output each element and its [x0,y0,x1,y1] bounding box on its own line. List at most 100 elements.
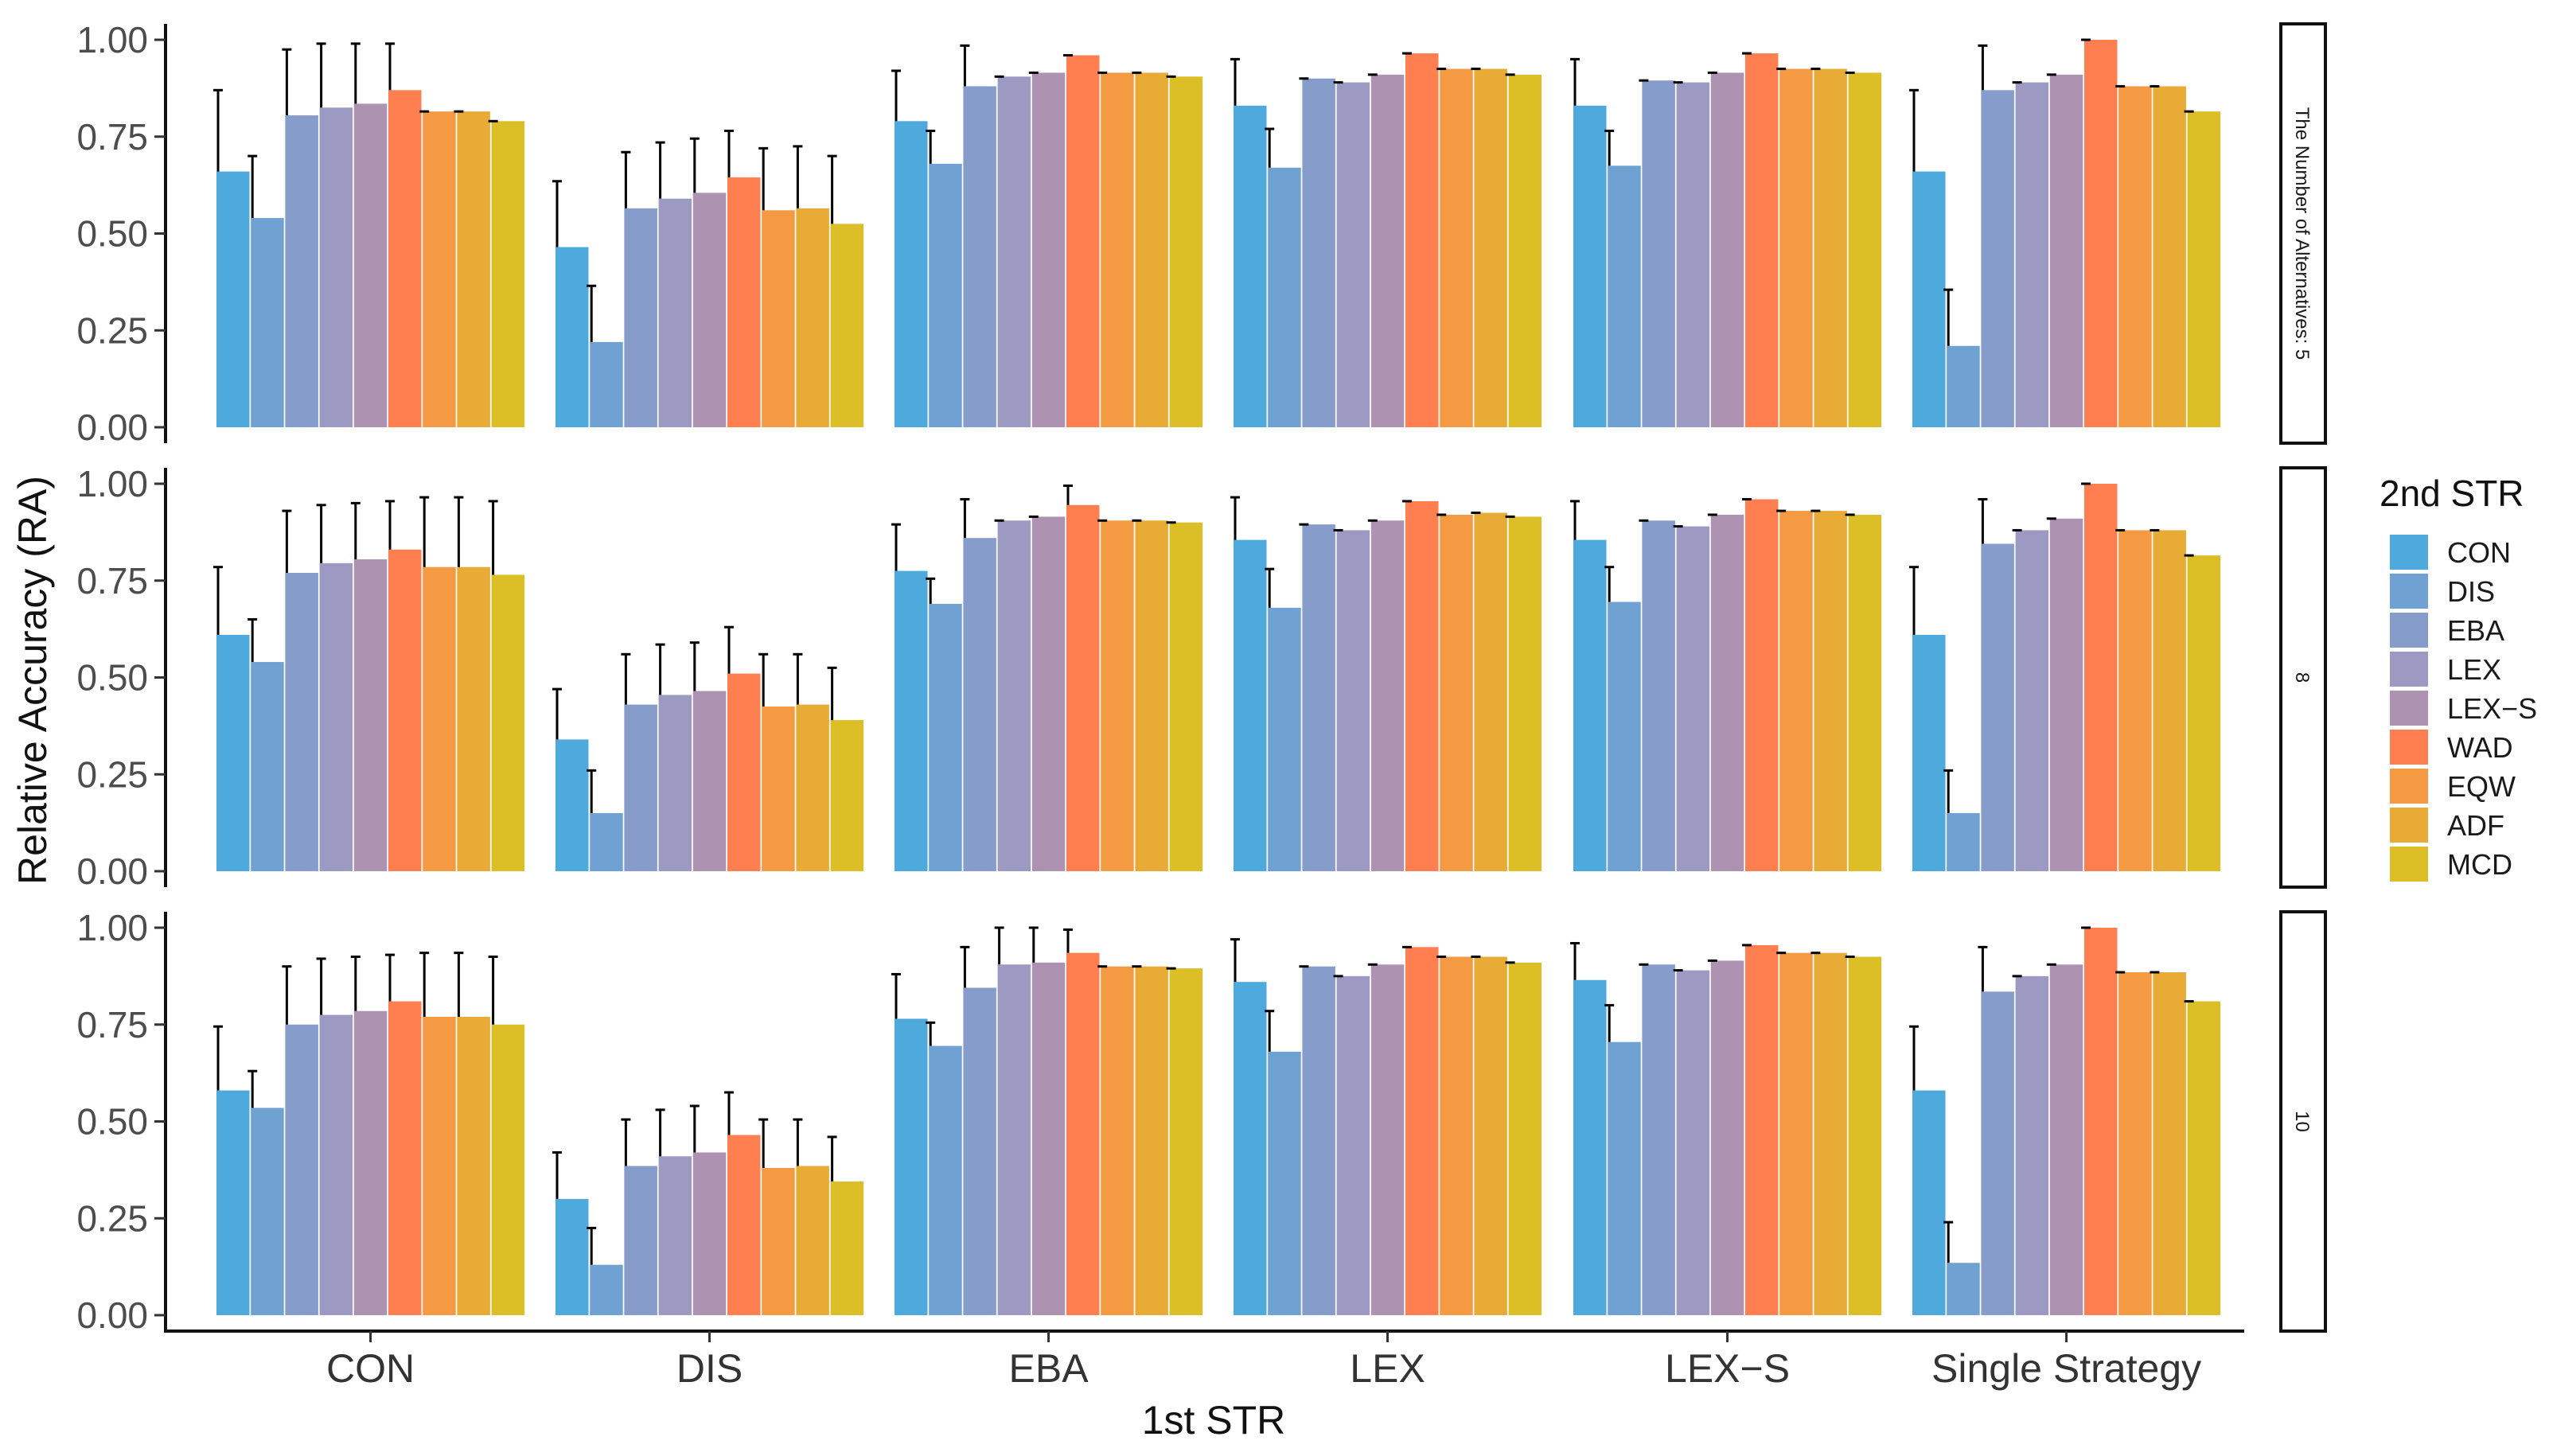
bar-group-LEX [1230,52,1542,428]
legend-label-CON: CON [2447,536,2511,569]
bar-DIS-EQW [762,1167,795,1315]
bar-CON-LEX [319,107,353,427]
bar-Single Strategy-DIS [1947,1263,1980,1315]
legend-swatch-LEX [2390,652,2428,687]
bar-DIS-LEX−S [692,1152,727,1315]
bar-LEX−S-CON [1573,979,1607,1315]
bar-LEX-DIS [1268,167,1301,427]
bar-CON-CON [216,634,250,871]
bar-LEX−S-DIS [1608,1041,1641,1315]
bar-group-CON [213,496,525,871]
bar-EBA-MCD [1169,522,1203,871]
bar-group-Single Strategy [1909,926,2221,1315]
facet-strips: The Number of Alternatives: 5 8 10 [2279,22,2327,1333]
bar-Single Strategy-WAD [2084,484,2118,871]
bar-CON-LEX−S [353,1010,388,1315]
bar-DIS-EQW [762,707,795,871]
bar-LEX−S-LEX−S [1710,72,1744,428]
y-tick-label: 0.75 [76,1004,148,1045]
chart-legend: 2nd STR CON DIS EBA LEX LEX−S WAD EQW ADF MCD [2380,473,2537,882]
bar-CON-WAD [388,1001,422,1315]
bar-CON-EQW [423,111,456,427]
y-tick-label: 1.00 [76,463,148,504]
bar-group-LEX [1230,938,1542,1315]
legend-swatch-EBA [2390,613,2428,648]
y-tick-label: 1.00 [76,19,148,60]
bar-DIS-LEX [658,1156,692,1315]
bar-EBA-LEX [997,76,1031,427]
bar-Single Strategy-MCD [2187,1001,2221,1315]
bar-CON-CON [216,1090,250,1315]
y-axis-title: Relative Accuracy (RA) [10,476,55,885]
bar-DIS-LEX−S [692,193,727,428]
bar-LEX−S-ADF [1814,952,1847,1315]
x-axis-title: 1st STR [1142,1398,1286,1442]
legend-swatch-EQW [2390,769,2428,804]
bar-LEX−S-MCD [1848,514,1882,871]
bar-EBA-EQW [1101,520,1134,871]
chart-panels [213,38,2221,1315]
y-tick-label: 0.25 [76,1197,148,1239]
bar-group-DIS [552,129,864,428]
bar-Single Strategy-ADF [2153,972,2186,1315]
bar-CON-ADF [457,111,490,427]
bar-DIS-WAD [727,673,761,871]
bar-CON-EBA [285,115,318,427]
bar-CON-LEX [319,563,353,871]
legend-swatch-MCD [2390,847,2428,882]
bar-CON-EQW [423,566,456,871]
bar-LEX−S-LEX [1676,970,1710,1315]
bar-Single Strategy-LEX [2015,975,2049,1315]
bar-EBA-DIS [929,603,962,871]
bar-LEX−S-LEX−S [1710,960,1744,1315]
bar-LEX-EBA [1302,966,1335,1315]
bar-EBA-WAD [1066,952,1100,1315]
bar-LEX−S-ADF [1814,511,1847,871]
bar-EBA-EBA [963,86,996,427]
bar-Single Strategy-MCD [2187,111,2221,427]
bar-LEX-CON [1234,539,1267,871]
legend-label-LEX−S: LEX−S [2447,692,2537,725]
bar-LEX−S-LEX [1676,82,1710,427]
bar-DIS-CON [555,247,589,427]
bar-EBA-DIS [929,163,962,427]
facet-strip-box [2279,910,2327,1333]
bar-DIS-EQW [762,210,795,427]
bar-Single Strategy-CON [1912,634,1946,871]
bar-DIS-ADF [796,1166,829,1315]
bar-EBA-ADF [1135,966,1168,1315]
legend-label-EBA: EBA [2447,614,2504,647]
bar-DIS-CON [555,1198,589,1315]
bar-EBA-WAD [1066,504,1100,871]
bar-EBA-EBA [963,987,996,1315]
panel-2 [213,482,2221,871]
bar-group-LEX−S [1570,941,1882,1315]
bar-LEX−S-EBA [1642,520,1675,871]
bar-LEX-DIS [1268,1051,1301,1315]
bar-CON-MCD [491,1024,525,1315]
bar-LEX−S-LEX [1676,526,1710,871]
bar-EBA-CON [895,121,928,427]
bar-EBA-LEX−S [1031,962,1066,1315]
bar-Single Strategy-DIS [1947,812,1980,871]
bar-group-CON [213,952,525,1315]
bar-LEX-LEX [1336,530,1370,871]
bar-CON-DIS [251,1108,284,1315]
bar-EBA-CON [895,570,928,871]
bar-EBA-ADF [1135,520,1168,871]
bar-DIS-LEX [658,695,692,871]
bar-EBA-WAD [1066,55,1100,427]
bar-LEX−S-CON [1573,539,1607,871]
y-tick-label: 0.75 [76,560,148,601]
bar-DIS-LEX−S [692,691,727,871]
bar-group-Single Strategy [1909,38,2221,427]
bar-CON-DIS [251,662,284,871]
bar-group-EBA [891,484,1203,871]
panel-1 [213,38,2221,428]
bar-DIS-CON [555,739,589,871]
bar-EBA-MCD [1169,968,1203,1315]
legend-swatch-CON [2390,535,2428,570]
bar-EBA-LEX−S [1031,72,1066,428]
legend-swatch-DIS [2390,574,2428,609]
